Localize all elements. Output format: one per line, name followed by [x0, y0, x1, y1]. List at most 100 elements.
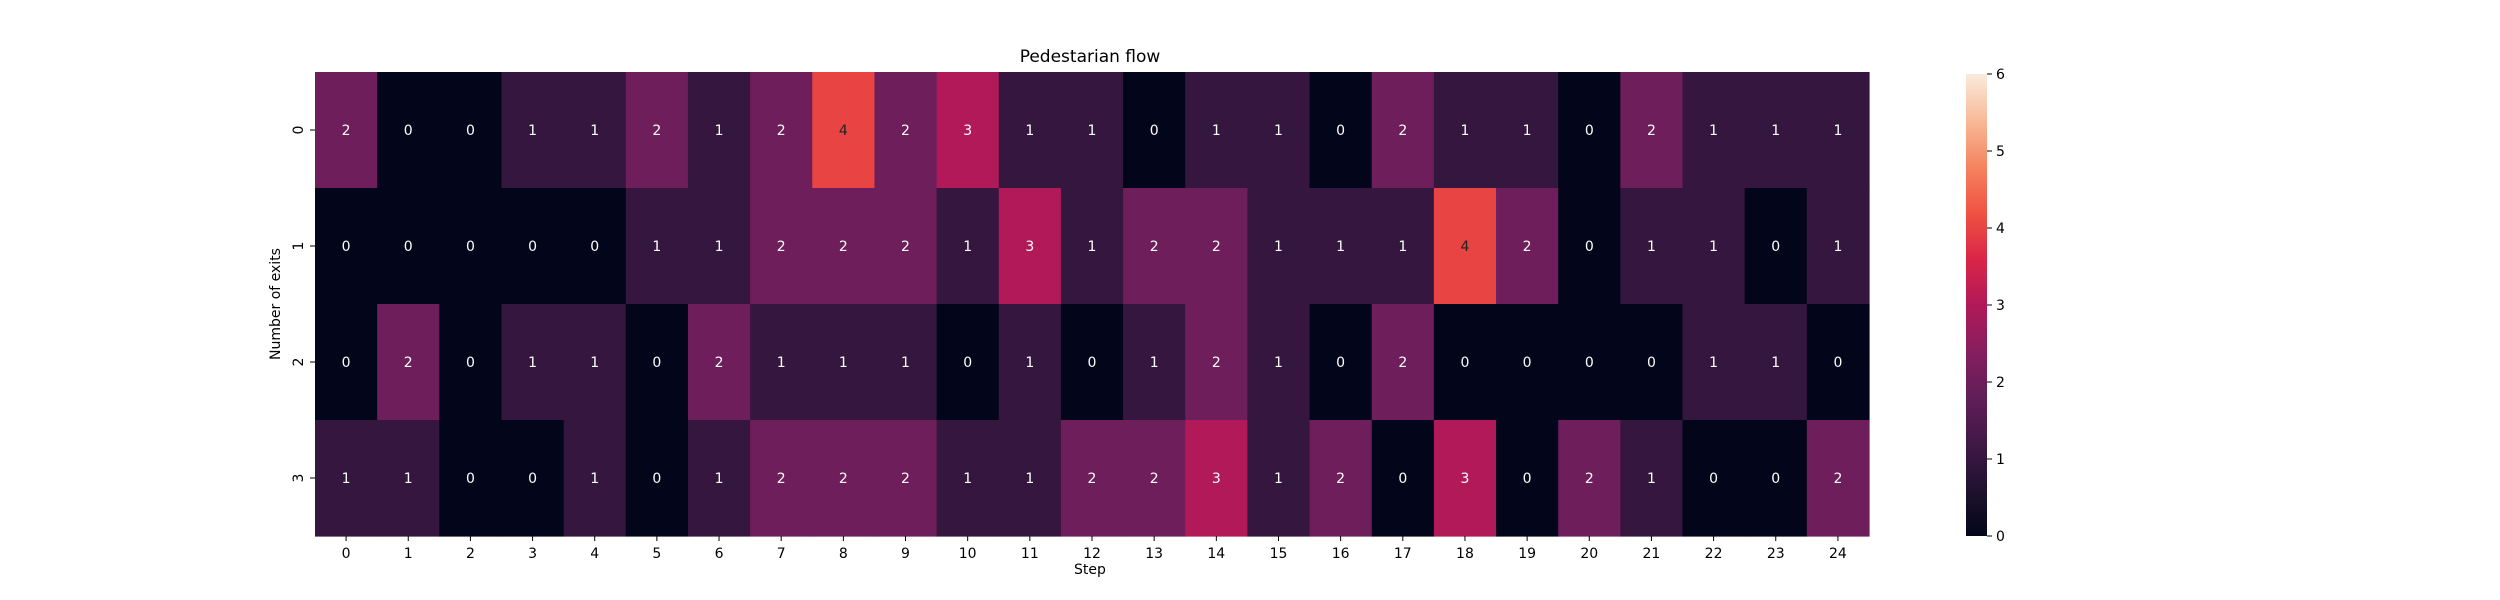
heatmap-cell [439, 304, 503, 421]
cell-value-label: 1 [652, 239, 661, 255]
x-tick-label: 21 [1643, 546, 1661, 562]
cell-value-label: 1 [963, 471, 972, 487]
heatmap-cell [874, 420, 938, 537]
heatmap-cell [750, 72, 813, 189]
cell-value-label: 1 [963, 239, 972, 255]
x-tick-label: 20 [1580, 546, 1598, 562]
cell-value-label: 1 [1771, 355, 1780, 371]
cell-value-label: 0 [342, 239, 351, 255]
heatmap-cell [1806, 188, 1870, 305]
x-tick-label: 9 [901, 546, 910, 562]
heatmap-cell [874, 72, 938, 189]
heatmap-cell [687, 420, 751, 537]
cell-value-label: 1 [1833, 239, 1842, 255]
heatmap-cell [812, 72, 876, 189]
colorbar-tick-label: 5 [1996, 144, 2005, 160]
cell-value-label: 1 [528, 123, 537, 139]
cell-value-label: 3 [1460, 471, 1469, 487]
colorbar-ticks: 0 1 2 3 4 5 6 [1987, 67, 2005, 545]
cell-value-label: 1 [1460, 123, 1469, 139]
heatmap-cell [1744, 72, 1808, 189]
heatmap-cell [1433, 188, 1497, 305]
heatmap-cell [501, 304, 565, 421]
heatmap-cell [1433, 72, 1497, 189]
heatmap-cell [1371, 188, 1435, 305]
x-tick-label: 3 [528, 546, 537, 562]
heatmap-cell [812, 304, 876, 421]
cell-value-label: 1 [1212, 123, 1221, 139]
y-axis-ticks: 0 1 2 3 [291, 126, 315, 483]
x-tick-label: 13 [1145, 546, 1163, 562]
cell-value-label: 0 [1647, 355, 1656, 371]
cell-value-label: 2 [1336, 471, 1345, 487]
cell-value-label: 2 [1150, 471, 1159, 487]
cell-value-label: 0 [1336, 355, 1345, 371]
colorbar-tick-label: 1 [1996, 452, 2005, 468]
x-tick-label: 11 [1021, 546, 1039, 562]
cell-value-label: 1 [590, 355, 599, 371]
cell-value-label: 2 [777, 471, 786, 487]
cell-value-label: 1 [1647, 471, 1656, 487]
heatmap-cell [625, 72, 689, 189]
cell-value-label: 1 [1025, 355, 1034, 371]
cell-value-label: 1 [590, 123, 599, 139]
heatmap-cell [1744, 304, 1808, 421]
cell-value-label: 2 [1585, 471, 1594, 487]
heatmap-cell [998, 72, 1062, 189]
cell-value-label: 1 [1274, 239, 1283, 255]
heatmap-cell [1558, 420, 1621, 537]
cell-value-label: 0 [1709, 471, 1718, 487]
cell-value-label: 1 [1274, 123, 1283, 139]
heatmap-cell [315, 188, 378, 305]
heatmap-cell [1309, 420, 1373, 537]
heatmap-cell [439, 188, 503, 305]
heatmap-cell [625, 304, 689, 421]
heatmap-cell [563, 420, 627, 537]
heatmap-cell [1682, 188, 1746, 305]
cell-value-label: 1 [1274, 471, 1283, 487]
cell-value-label: 1 [715, 471, 724, 487]
heatmap-cell [1496, 188, 1559, 305]
cell-value-label: 0 [1088, 355, 1097, 371]
x-tick-label: 4 [590, 546, 599, 562]
cell-value-label: 0 [1460, 355, 1469, 371]
heatmap-cell [439, 420, 503, 537]
heatmap-cell [1371, 420, 1435, 537]
x-tick-label: 15 [1270, 546, 1288, 562]
heatmap-cell [1309, 188, 1373, 305]
heatmap-cell [1744, 188, 1808, 305]
cell-value-label: 0 [1833, 355, 1842, 371]
cell-value-label: 0 [1150, 123, 1159, 139]
cell-value-label: 0 [466, 123, 475, 139]
heatmap-cells [315, 72, 1870, 537]
heatmap-cell [1620, 188, 1684, 305]
x-tick-label: 10 [959, 546, 977, 562]
heatmap-cell [687, 304, 751, 421]
heatmap-cell [315, 420, 378, 537]
cell-value-label: 2 [777, 123, 786, 139]
cell-value-label: 1 [1398, 239, 1407, 255]
x-tick-label: 16 [1332, 546, 1350, 562]
cell-value-label: 0 [1585, 355, 1594, 371]
y-tick-label: 3 [291, 474, 307, 483]
x-tick-label: 1 [404, 546, 413, 562]
cell-value-label: 1 [1833, 123, 1842, 139]
cell-value-label: 0 [1771, 239, 1780, 255]
heatmap-cell [1433, 420, 1497, 537]
heatmap-cell [1060, 188, 1124, 305]
heatmap-cell [1185, 72, 1248, 189]
cell-value-label: 2 [1647, 123, 1656, 139]
cell-value-label: 2 [839, 239, 848, 255]
heatmap-cell [1558, 72, 1621, 189]
heatmap-cell [750, 188, 813, 305]
cell-value-label: 2 [839, 471, 848, 487]
cell-value-label: 1 [1336, 239, 1345, 255]
y-tick-label: 0 [291, 126, 307, 135]
heatmap-cell [1558, 304, 1621, 421]
heatmap-cell [1806, 420, 1870, 537]
colorbar-tick-label: 3 [1996, 298, 2005, 314]
heatmap-cell [563, 304, 627, 421]
heatmap-cell [501, 72, 565, 189]
heatmap-cell [998, 420, 1062, 537]
colorbar-tick-label: 2 [1996, 375, 2005, 391]
